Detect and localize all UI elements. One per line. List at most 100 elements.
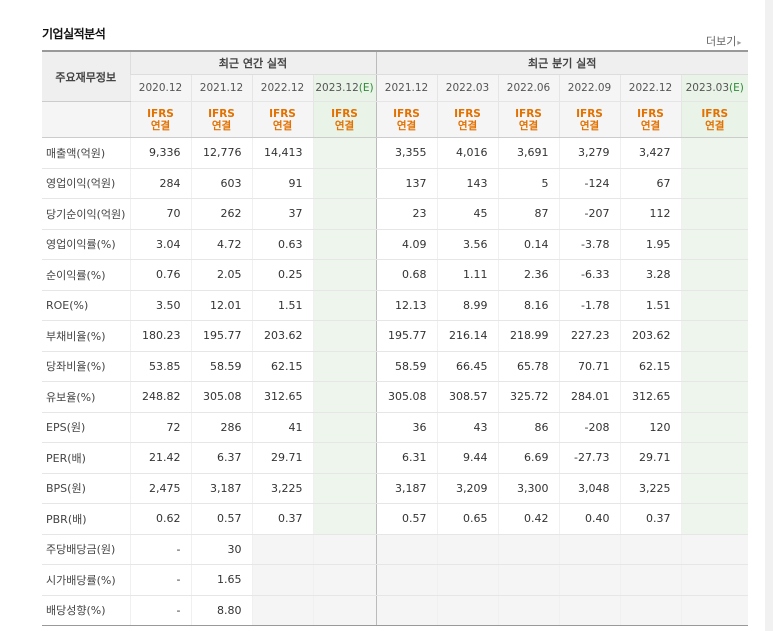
annual-period-header: 2022.12: [251, 74, 313, 102]
quarter-value-cell: 216.14: [436, 320, 498, 352]
table-row: PBR(배) 0.62 0.57 0.37 0.57 0.65 0.42 0.40 0.37: [42, 503, 748, 535]
annual-value-cell: 1.51: [251, 290, 313, 321]
annual-value-cell: 248.82: [129, 381, 191, 413]
quarter-value-cell: -208: [558, 411, 620, 443]
quarter-value-cell: [680, 259, 748, 291]
quarter-period-header: 2022.09: [558, 74, 620, 102]
annual-value-cell: 41: [251, 411, 313, 443]
quarter-period-header: 2023.03(E): [680, 74, 748, 102]
quarter-value-cell: [436, 533, 498, 565]
quarter-value-cell: 3,209: [436, 473, 498, 504]
annual-value-cell: [312, 290, 376, 321]
row-label: 당기순이익(억원): [42, 198, 130, 230]
annual-value-cell: 14,413: [251, 137, 313, 169]
annual-value-cell: 284: [129, 168, 191, 199]
annual-value-cell: 3.04: [129, 228, 191, 260]
table-row: ROE(%) 3.50 12.01 1.51 12.13 8.99 8.16 -1.78 1.5…: [42, 290, 748, 321]
annual-value-cell: 180.23: [129, 320, 191, 352]
annual-value-cell: 72: [129, 411, 191, 443]
quarter-value-cell: 312.65: [619, 381, 681, 413]
quarter-value-cell: [375, 595, 437, 626]
table-row: BPS(원) 2,475 3,187 3,225 3,187 3,209 3,300 3,04…: [42, 473, 748, 504]
basis-scope: 연결: [518, 119, 539, 132]
row-label: 당좌비율(%): [42, 351, 130, 382]
annual-value-cell: 0.25: [251, 259, 313, 291]
annual-value-cell: -: [129, 595, 191, 626]
quarter-value-cell: 0.37: [619, 503, 681, 535]
quarter-value-cell: 3,355: [375, 137, 437, 169]
basis-standard: IFRS: [147, 107, 174, 120]
quarter-value-cell: 218.99: [497, 320, 559, 352]
quarter-period-header: 2022.12: [619, 74, 681, 102]
annual-value-cell: 91: [251, 168, 313, 199]
basis-standard: IFRS: [454, 107, 481, 120]
annual-value-cell: 12.01: [190, 290, 252, 321]
quarter-value-cell: 305.08: [375, 381, 437, 413]
annual-value-cell: [312, 168, 376, 199]
period-label: 2021.12: [384, 82, 429, 94]
quarter-value-cell: [497, 533, 559, 565]
table-row: 영업이익(억원) 284 603 91 137 143 5 -124 67: [42, 168, 748, 199]
accounting-basis-header: IFRS 연결: [375, 101, 437, 138]
annual-value-cell: [312, 533, 376, 565]
table-row: 유보율(%) 248.82 305.08 312.65 305.08 308.57 325.…: [42, 381, 748, 413]
row-label: EPS(원): [42, 411, 130, 443]
quarter-value-cell: 87: [497, 198, 559, 230]
basis-standard: IFRS: [208, 107, 235, 120]
scrollbar[interactable]: [765, 0, 773, 631]
quarter-value-cell: 0.68: [375, 259, 437, 291]
row-label: 매출액(억원): [42, 137, 130, 169]
annual-value-cell: 0.57: [190, 503, 252, 535]
annual-value-cell: 3,187: [190, 473, 252, 504]
accounting-basis-header: IFRS 연결: [619, 101, 681, 138]
more-link[interactable]: 더보기▸: [706, 33, 741, 49]
quarter-value-cell: [436, 564, 498, 596]
quarter-period-header: 2021.12: [375, 74, 437, 102]
quarter-value-cell: 6.31: [375, 442, 437, 474]
row-label: 순이익률(%): [42, 259, 130, 291]
annual-value-cell: 305.08: [190, 381, 252, 413]
quarter-value-cell: 8.16: [497, 290, 559, 321]
annual-value-cell: 286: [190, 411, 252, 443]
table-row: 당기순이익(억원) 70 262 37 23 45 87 -207 112: [42, 198, 748, 230]
quarter-value-cell: 12.13: [375, 290, 437, 321]
annual-value-cell: 0.63: [251, 228, 313, 260]
quarter-value-cell: [619, 564, 681, 596]
quarter-value-cell: [375, 564, 437, 596]
quarter-value-cell: [680, 137, 748, 169]
annual-value-cell: 312.65: [251, 381, 313, 413]
row-label: 주당배당금(원): [42, 533, 130, 565]
period-label: 2023.12: [315, 82, 359, 94]
basis-standard: IFRS: [515, 107, 542, 120]
quarter-value-cell: 112: [619, 198, 681, 230]
annual-value-cell: 29.71: [251, 442, 313, 474]
quarter-value-cell: [680, 442, 748, 474]
quarter-value-cell: 143: [436, 168, 498, 199]
quarter-value-cell: -124: [558, 168, 620, 199]
annual-value-cell: [312, 320, 376, 352]
annual-value-cell: [312, 228, 376, 260]
period-label: 2020.12: [138, 82, 183, 94]
quarter-value-cell: -1.78: [558, 290, 620, 321]
accounting-basis-header: IFRS 연결: [251, 101, 313, 138]
basis-scope: 연결: [396, 119, 417, 132]
quarter-value-cell: 3.56: [436, 228, 498, 260]
quarter-value-cell: 203.62: [619, 320, 681, 352]
quarter-value-cell: 325.72: [497, 381, 559, 413]
quarter-value-cell: 4.09: [375, 228, 437, 260]
period-label: 2022.12: [260, 82, 305, 94]
quarter-value-cell: 8.99: [436, 290, 498, 321]
quarter-group-header: 최근 분기 실적: [375, 52, 748, 75]
annual-period-header: 2023.12(E): [312, 74, 376, 102]
table-row: PER(배) 21.42 6.37 29.71 6.31 9.44 6.69 -27.73 29…: [42, 442, 748, 474]
basis-scope: 연결: [457, 119, 478, 132]
quarter-value-cell: [680, 564, 748, 596]
row-label: 부채비율(%): [42, 320, 130, 352]
annual-value-cell: -: [129, 564, 191, 596]
annual-value-cell: 203.62: [251, 320, 313, 352]
annual-value-cell: 603: [190, 168, 252, 199]
annual-value-cell: [312, 564, 376, 596]
quarter-value-cell: 58.59: [375, 351, 437, 382]
more-link-label: 더보기: [706, 35, 737, 48]
quarter-value-cell: -6.33: [558, 259, 620, 291]
